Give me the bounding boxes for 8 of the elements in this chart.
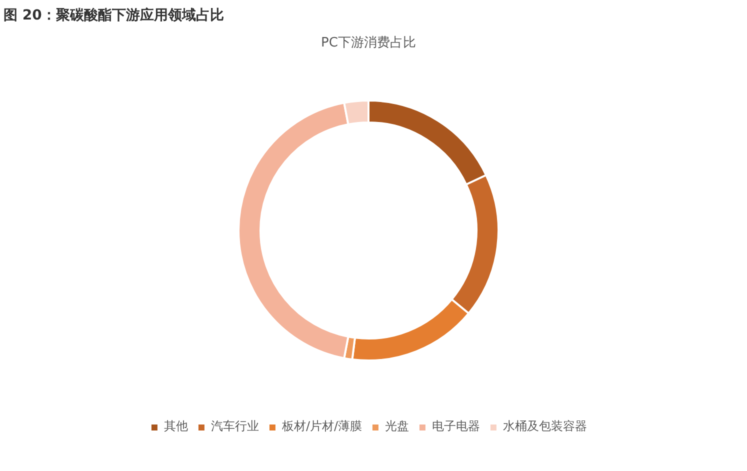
legend-label: 电子电器: [432, 418, 480, 435]
legend-label: 水桶及包装容器: [503, 418, 588, 435]
legend-label: 板材/片材/薄膜: [282, 418, 362, 435]
chart-subtitle: PC下游消费占比: [321, 36, 416, 50]
chart-title: 图 20：聚碳酸酯下游应用领域占比: [4, 6, 224, 24]
legend-label: 汽车行业: [210, 418, 259, 435]
legend-label: 其他: [164, 418, 188, 435]
legend-label: 光盘: [385, 418, 410, 435]
